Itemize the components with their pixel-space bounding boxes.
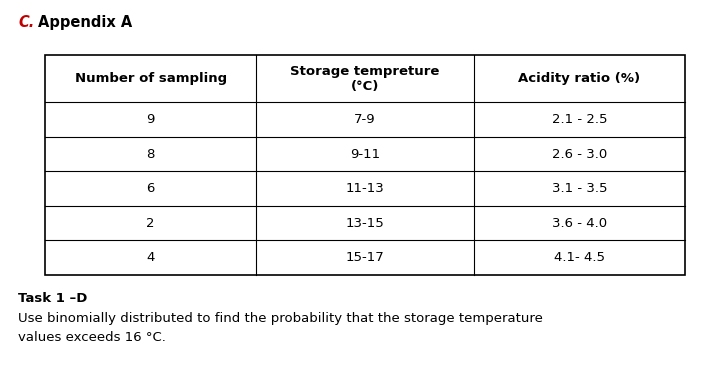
- Text: 3.1 - 3.5: 3.1 - 3.5: [552, 182, 607, 195]
- Text: 2.6 - 3.0: 2.6 - 3.0: [552, 147, 607, 161]
- Text: 6: 6: [146, 182, 155, 195]
- Text: 7-9: 7-9: [354, 113, 376, 126]
- Text: Storage tempreture
(°C): Storage tempreture (°C): [290, 65, 440, 93]
- Text: 2: 2: [146, 217, 155, 230]
- Text: 11-13: 11-13: [346, 182, 384, 195]
- Text: Task 1 –D: Task 1 –D: [18, 292, 87, 305]
- Text: 9-11: 9-11: [350, 147, 380, 161]
- Text: 4: 4: [146, 251, 155, 264]
- Text: 3.6 - 4.0: 3.6 - 4.0: [552, 217, 607, 230]
- Text: C.: C.: [18, 15, 35, 30]
- Text: Use binomially distributed to find the probability that the storage temperature
: Use binomially distributed to find the p…: [18, 312, 543, 344]
- Text: 9: 9: [146, 113, 155, 126]
- Bar: [45, 55, 685, 275]
- Text: Appendix A: Appendix A: [38, 15, 132, 30]
- Text: 15-17: 15-17: [346, 251, 384, 264]
- Text: Number of sampling: Number of sampling: [75, 72, 227, 85]
- Text: 13-15: 13-15: [346, 217, 384, 230]
- Text: 8: 8: [146, 147, 155, 161]
- Text: 2.1 - 2.5: 2.1 - 2.5: [552, 113, 607, 126]
- Text: Acidity ratio (%): Acidity ratio (%): [518, 72, 641, 85]
- Text: 4.1- 4.5: 4.1- 4.5: [554, 251, 605, 264]
